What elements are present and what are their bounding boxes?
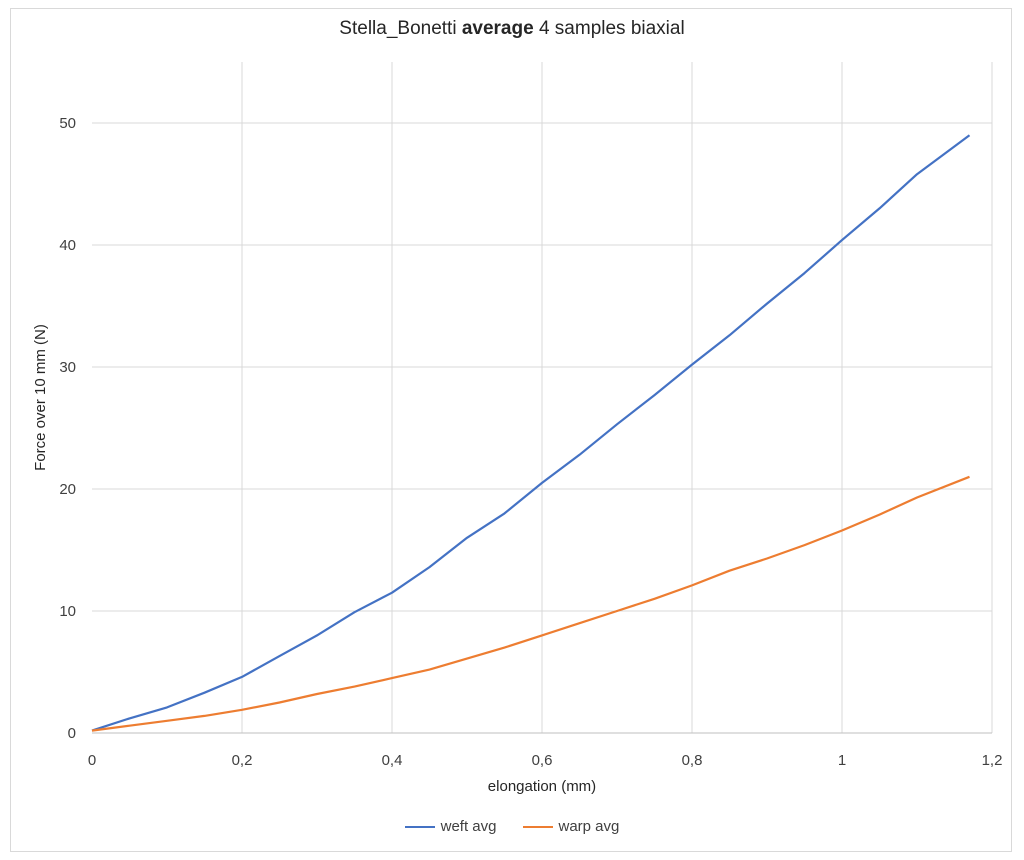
y-axis-label: Force over 10 mm (N)	[32, 324, 49, 471]
x-tick-label: 0,8	[682, 752, 703, 769]
x-tick-label: 1,2	[982, 752, 1003, 769]
x-tick-label: 0,6	[532, 752, 553, 769]
legend-item-warp: warp avg	[522, 818, 620, 835]
legend-item-weft: weft avg	[404, 818, 497, 835]
x-tick-label: 0,4	[382, 752, 403, 769]
legend-label-weft: weft avg	[440, 818, 497, 835]
y-tick-label: 0	[68, 725, 76, 742]
legend: weft avg warp avg	[0, 818, 1024, 835]
y-tick-label: 20	[59, 481, 76, 498]
legend-swatch-warp	[522, 825, 553, 828]
x-tick-labels: 0 0,2 0,4 0,6 0,8 1 1,2	[88, 752, 1003, 769]
series-line-warp	[91, 475, 970, 732]
y-tick-label: 30	[59, 359, 76, 376]
x-axis-label: elongation (mm)	[488, 778, 596, 795]
chart-title-part-3: 4 samples biaxial	[533, 18, 685, 39]
legend-swatch-weft	[404, 825, 435, 828]
chart-title: Stella_Bonetti average 4 samples biaxial	[0, 18, 1024, 40]
x-tick-label: 1	[838, 752, 846, 769]
x-tick-label: 0	[88, 752, 96, 769]
chart-title-part-2: average	[461, 18, 534, 39]
chart-frame	[10, 8, 1012, 852]
y-tick-label: 50	[59, 115, 76, 132]
y-tick-labels: 0 10 20 30 40 50	[59, 115, 76, 742]
legend-label-warp: warp avg	[558, 818, 620, 835]
y-tick-label: 40	[59, 237, 76, 254]
y-tick-label: 10	[59, 603, 76, 620]
grid-lines	[92, 62, 993, 734]
series-line-weft	[91, 134, 971, 732]
x-tick-label: 0,2	[232, 752, 253, 769]
series-lines	[91, 134, 971, 732]
chart-title-part-1: Stella_Bonetti	[339, 18, 462, 39]
